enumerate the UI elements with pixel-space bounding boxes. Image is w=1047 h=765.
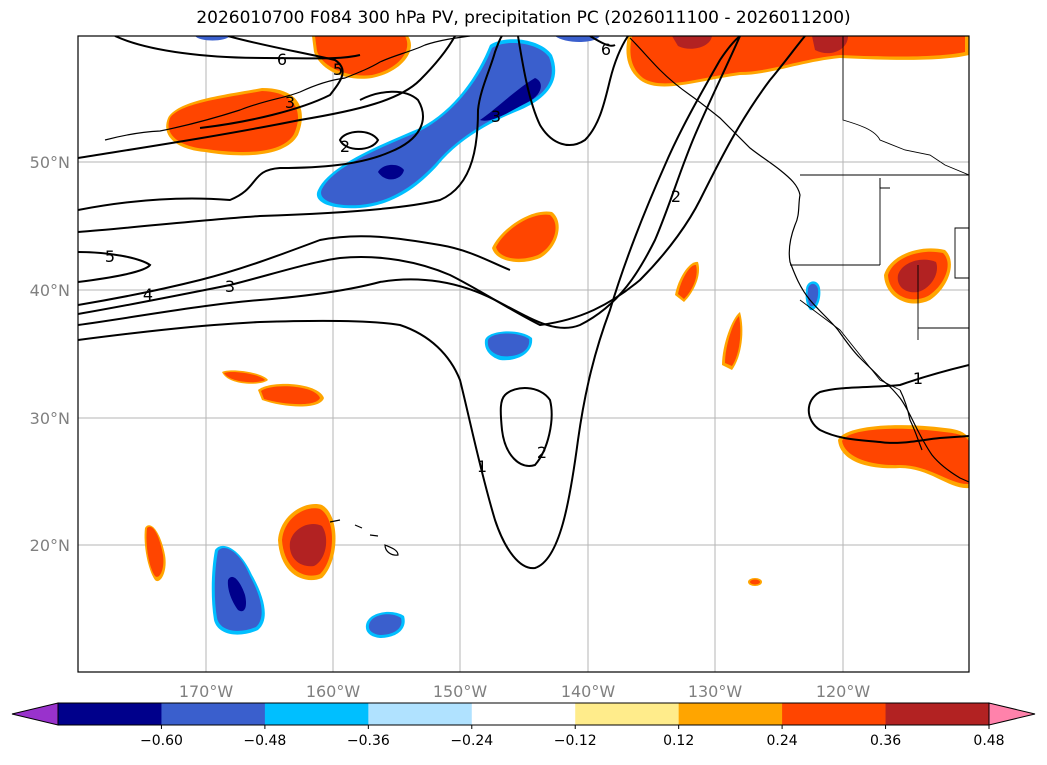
colorbar-extend-low [11,702,59,726]
lat-label-20n: 20°N [30,536,70,555]
map-title: 2026010700 F084 300 hPa PV, precipitatio… [196,8,851,28]
colorbar-cell [471,703,576,725]
colorbar-tick-label: −0.36 [347,733,390,749]
lon-label-170w: 170°W [179,682,234,701]
contour-label: 1 [477,457,487,476]
lon-label-160w: 160°W [306,682,361,701]
contour-2-hawaii-loop [517,36,629,146]
contour-label: 2 [671,187,681,206]
contour-labels: 6 5 3 2 6 3 2 5 4 3 1 2 1 [105,40,923,476]
precip-negative-areas [195,36,821,638]
contour-label: 6 [277,50,287,69]
lat-label-40n: 40°N [30,281,70,300]
colorbar-tick-label: 0.24 [767,733,798,749]
contour-2 [78,90,424,211]
precip-positive-areas [144,36,969,586]
contour-4 [78,235,511,306]
colorbar-cell [58,703,162,725]
colorbar-tick-label: −0.24 [450,733,493,749]
colorbar-cell [161,703,266,725]
contour-label: 3 [285,93,295,112]
colorbar-cell [782,703,887,725]
contour-3-mid [78,36,503,233]
colorbar-cell [885,703,990,725]
colorbar-tick-label: 0.12 [663,733,694,749]
contour-1 [78,36,741,570]
contour-label: 6 [601,40,611,59]
contour-5-north [199,36,344,129]
contour-label: 3 [491,107,501,126]
lat-label-30n: 30°N [30,409,70,428]
contour-6-top [114,36,361,60]
contour-2-wave [78,36,741,329]
contour-3-main [78,36,456,159]
lat-label-50n: 50°N [30,153,70,172]
colorbar-border [57,702,990,726]
lon-label-140w: 140°W [561,682,616,701]
colorbar-tick-label: −0.12 [554,733,597,749]
longitude-labels: 170°W 160°W 150°W 140°W 130°W 120°W [179,682,871,701]
colorbar-extend-high [988,702,1036,726]
precip-neg-top [195,36,230,41]
contour-label: 4 [143,285,153,304]
contour-6-east [589,36,616,47]
map-border [77,35,970,673]
latitude-labels: 50°N 40°N 30°N 20°N [30,153,70,555]
contour-label: 5 [333,60,343,79]
contour-3-south [78,36,806,327]
contour-2-loop-south [499,387,553,467]
contour-label: 5 [105,247,115,266]
contour-2-loop [338,130,380,150]
pv-contours [78,36,969,570]
contour-label: 2 [340,137,350,156]
colorbar-cell [264,703,369,725]
lon-label-120w: 120°W [816,682,871,701]
contour-5-left [78,251,152,283]
colorbar-tick-label: 0.36 [870,733,901,749]
coast-alaska-aleutians [104,36,471,141]
colorbar-cell [678,703,783,725]
contour-label: 1 [913,369,923,388]
lon-label-130w: 130°W [688,682,743,701]
colorbar-tick-label: −0.60 [140,733,183,749]
colorbar-cell [575,703,680,725]
contour-label: 2 [537,443,547,462]
contour-1-mexico [807,364,969,444]
gridlines [78,36,969,672]
colorbar: −0.60 −0.48 −0.36 −0.24 −0.12 0.12 0.24 0.36 0.4… [11,702,1036,749]
colorbar-tick-label: 0.48 [973,733,1004,749]
colorbar-tick-label: −0.48 [243,733,286,749]
lon-label-150w: 150°W [433,682,488,701]
borders [790,36,969,391]
contour-label: 3 [225,277,235,296]
colorbar-cell [368,703,473,725]
